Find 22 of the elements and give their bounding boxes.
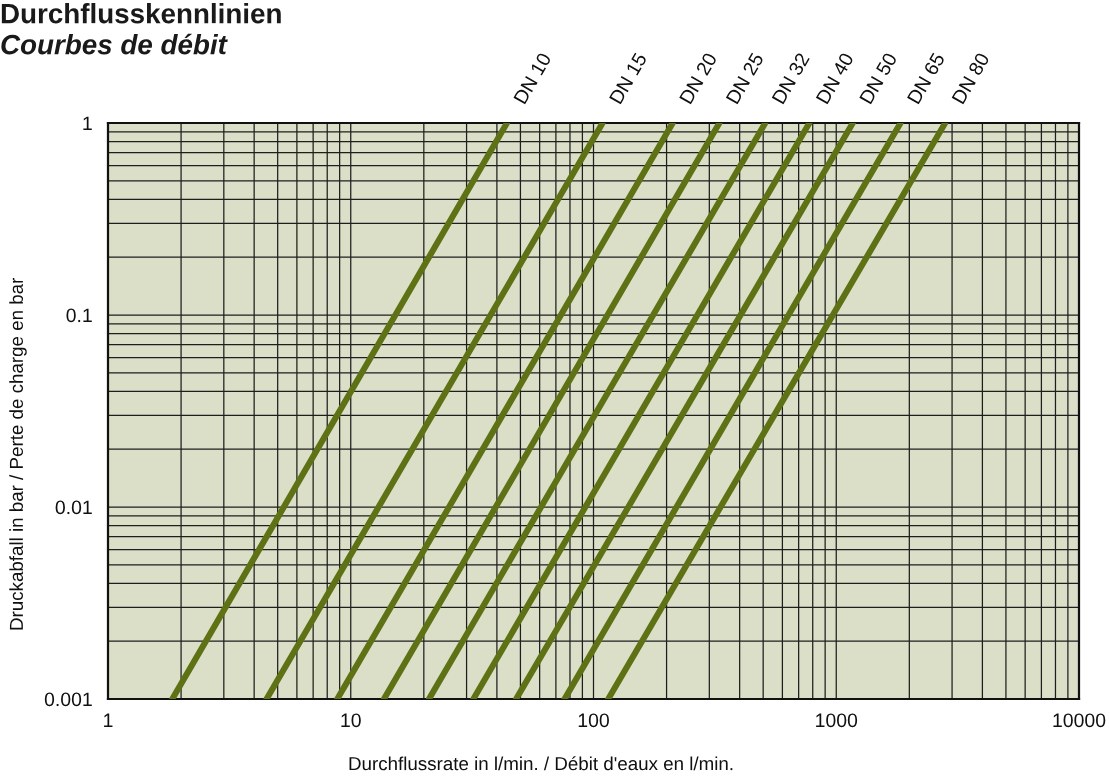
x-tick-label: 100	[578, 713, 609, 728]
chart-subtitle: Courbes de débit	[1, 33, 228, 55]
y-tick-label: 1	[83, 116, 92, 131]
text: DN 32	[771, 52, 810, 105]
y-tick-label: 0.01	[55, 500, 92, 515]
y-tick-label: 0.001	[44, 692, 92, 707]
y-axis-title: Druckabfall in bar / Perte de charge en bar	[9, 277, 27, 630]
x-tick-label: 1	[104, 713, 113, 727]
chart-title: Durchflusskennlinien	[1, 3, 281, 24]
text: DN 40	[815, 51, 855, 105]
text: DN 10	[513, 51, 552, 105]
text: DN 65	[906, 51, 946, 105]
x-axis-title: Durchflussrate in l/min. / Débit d'eaux en l/min.	[349, 756, 733, 771]
x-tick-label: 1000	[816, 713, 858, 728]
x-tick-label: 10000	[1053, 713, 1106, 728]
text: DN 80	[951, 51, 990, 105]
y-tick-label: 0.1	[66, 308, 92, 323]
text: DN 25	[725, 51, 765, 105]
x-tick-label: 10	[341, 713, 361, 728]
text: DN 15	[609, 51, 648, 105]
text: DN 20	[679, 51, 718, 105]
text: DN 50	[859, 51, 898, 105]
